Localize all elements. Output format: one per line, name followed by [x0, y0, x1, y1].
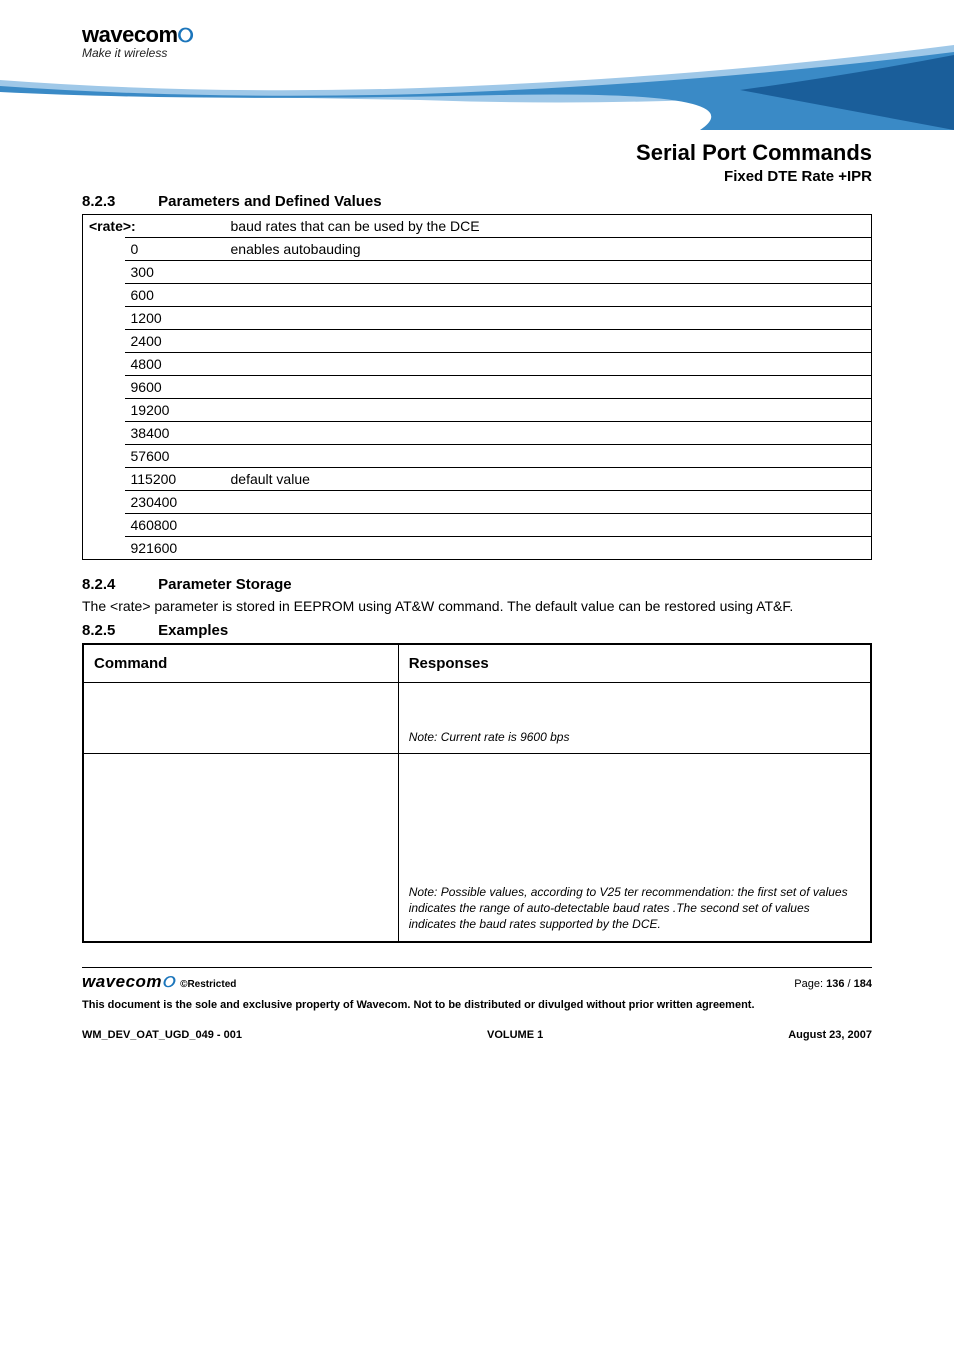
rate-desc: [225, 284, 872, 307]
footer-page-total: 184: [854, 978, 872, 990]
rate-desc: [225, 353, 872, 376]
footer-line: wavecom୦ ©Restricted Page: 136 / 184: [82, 972, 872, 992]
footer-volume: VOLUME 1: [487, 1029, 543, 1041]
section-824-title: Parameter Storage: [158, 576, 291, 593]
footer-legal: This document is the sole and exclusive …: [82, 998, 872, 1013]
footer-page: Page: 136 / 184: [794, 978, 872, 990]
footer-brand-text: wavecom: [82, 972, 162, 991]
rate-param-desc: baud rates that can be used by the DCE: [225, 215, 872, 238]
rate-value: 9600: [125, 376, 225, 399]
section-824-heading: 8.2.4 Parameter Storage: [82, 576, 872, 593]
table-row: 230400: [83, 491, 872, 514]
rate-value: 4800: [125, 353, 225, 376]
table-row: 57600: [83, 445, 872, 468]
footer-date: August 23, 2007: [788, 1029, 872, 1041]
table-row: 1200: [83, 307, 872, 330]
rate-desc: enables autobauding: [225, 238, 872, 261]
rate-desc: [225, 330, 872, 353]
logo-tagline: Make it wireless: [82, 46, 193, 60]
rate-value: 2400: [125, 330, 225, 353]
table-row: 2400: [83, 330, 872, 353]
rate-desc: [225, 422, 872, 445]
footer-page-sep: /: [844, 978, 853, 990]
rate-value: 38400: [125, 422, 225, 445]
logo-brand-text: wavecom: [82, 22, 178, 47]
section-825-num: 8.2.5: [82, 622, 154, 639]
table-row: Note: Possible values, according to V25 …: [83, 754, 871, 942]
rate-value: 921600: [125, 537, 225, 560]
rate-desc: [225, 376, 872, 399]
table-row: 600: [83, 284, 872, 307]
examples-table: Command Responses Note: Current rate is …: [82, 643, 872, 943]
table-row: 115200default value: [83, 468, 872, 491]
footer-meta: WM_DEV_OAT_UGD_049 - 001 VOLUME 1 August…: [82, 1029, 872, 1081]
table-row: 300: [83, 261, 872, 284]
section-823-heading: 8.2.3 Parameters and Defined Values: [82, 193, 872, 210]
section-823-title: Parameters and Defined Values: [158, 193, 381, 210]
example-response-cell: Note: Current rate is 9600 bps: [398, 682, 871, 753]
section-825-heading: 8.2.5 Examples: [82, 622, 872, 639]
table-row: 38400: [83, 422, 872, 445]
example-command-cell: [83, 682, 398, 753]
rate-table: <rate>: baud rates that can be used by t…: [82, 214, 872, 560]
rate-desc: [225, 491, 872, 514]
rate-value: 300: [125, 261, 225, 284]
rate-desc: [225, 261, 872, 284]
section-824-num: 8.2.4: [82, 576, 154, 593]
page-title: Serial Port Commands: [82, 140, 872, 166]
examples-header-responses: Responses: [398, 644, 871, 683]
example-response-note: Note: Current rate is 9600 bps: [409, 729, 860, 745]
example-response-cell: Note: Possible values, according to V25 …: [398, 754, 871, 942]
rate-value: 1200: [125, 307, 225, 330]
table-row: 0enables autobauding: [83, 238, 872, 261]
rate-value: 0: [125, 238, 225, 261]
table-row: 921600: [83, 537, 872, 560]
page-header: wavecom୦ Make it wireless: [0, 0, 954, 110]
footer-page-current: 136: [826, 978, 844, 990]
footer-brand: wavecom୦: [82, 972, 180, 991]
section-824-body: The <rate> parameter is stored in EEPROM…: [82, 597, 872, 616]
rate-param-label: <rate>:: [83, 215, 225, 238]
table-row: 4800: [83, 353, 872, 376]
footer-swirl-icon: ୦: [162, 972, 175, 991]
examples-header-command: Command: [83, 644, 398, 683]
table-row: Note: Current rate is 9600 bps: [83, 682, 871, 753]
logo-swirl-icon: ୦: [178, 22, 193, 47]
rate-value: 115200: [125, 468, 225, 491]
rate-value: 19200: [125, 399, 225, 422]
table-row: 19200: [83, 399, 872, 422]
examples-header-row: Command Responses: [83, 644, 871, 683]
table-row: 460800: [83, 514, 872, 537]
footer-brand-block: wavecom୦ ©Restricted: [82, 972, 236, 992]
rate-desc: default value: [225, 468, 872, 491]
rate-value: 460800: [125, 514, 225, 537]
footer-doc-id: WM_DEV_OAT_UGD_049 - 001: [82, 1029, 242, 1041]
rate-desc: [225, 399, 872, 422]
page-subtitle: Fixed DTE Rate +IPR: [82, 168, 872, 185]
table-row: 9600: [83, 376, 872, 399]
rate-desc: [225, 514, 872, 537]
footer-page-label: Page:: [794, 978, 826, 990]
rate-desc: [225, 537, 872, 560]
rate-value: 57600: [125, 445, 225, 468]
rate-desc: [225, 307, 872, 330]
footer-divider: [82, 967, 872, 968]
section-825-title: Examples: [158, 622, 228, 639]
rate-value: 230400: [125, 491, 225, 514]
example-response-note: Note: Possible values, according to V25 …: [409, 884, 860, 933]
logo-block: wavecom୦ Make it wireless: [82, 22, 193, 60]
footer-restricted: ©Restricted: [180, 979, 236, 990]
rate-desc: [225, 445, 872, 468]
content: Serial Port Commands Fixed DTE Rate +IPR…: [0, 110, 954, 1081]
rate-table-header-row: <rate>: baud rates that can be used by t…: [83, 215, 872, 238]
section-823-num: 8.2.3: [82, 193, 154, 210]
example-command-cell: [83, 754, 398, 942]
rate-value: 600: [125, 284, 225, 307]
logo-brand: wavecom୦: [82, 22, 193, 48]
